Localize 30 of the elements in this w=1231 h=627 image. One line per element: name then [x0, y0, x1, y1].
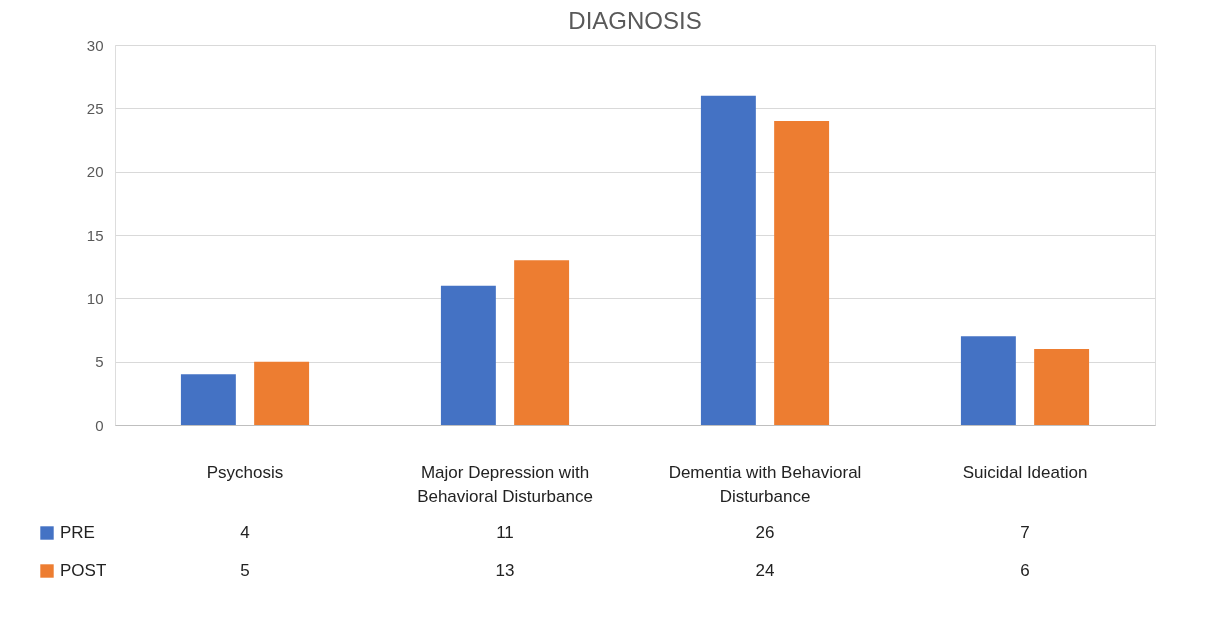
y-tick-label: 0	[95, 416, 104, 434]
y-tick-label: 20	[86, 163, 104, 181]
legend-label: POST	[60, 561, 107, 580]
x-tick-label: Psychosis	[206, 463, 284, 482]
bar	[514, 260, 570, 425]
x-tick-label: Suicidal Ideation	[962, 463, 1088, 482]
bar	[440, 285, 496, 425]
bar	[774, 121, 830, 425]
legend-label: PRE	[60, 523, 95, 542]
data-label: 13	[495, 561, 515, 580]
y-tick-label: 10	[86, 289, 104, 307]
data-label: 7	[1020, 523, 1030, 542]
data-label: 11	[496, 523, 514, 542]
x-tick-label: Major Depression with Behavioral Disturbance	[417, 463, 593, 506]
y-tick-label: 25	[86, 99, 104, 117]
data-label: 26	[755, 523, 775, 542]
y-tick-label: 30	[86, 36, 104, 54]
y-tick-label: 5	[95, 353, 104, 371]
data-label: 4	[240, 523, 250, 542]
y-tick-label: 15	[86, 226, 104, 244]
bar	[700, 95, 756, 425]
chart-title: DIAGNOSIS	[568, 7, 702, 34]
bar	[180, 374, 236, 425]
data-label: 24	[755, 561, 775, 580]
x-tick-label: Dementia with Behavioral Disturbance	[668, 463, 862, 506]
bar	[254, 361, 310, 425]
data-label: 5	[240, 561, 250, 580]
bar	[960, 336, 1016, 425]
data-label: 6	[1020, 561, 1030, 580]
bar	[1034, 349, 1090, 425]
